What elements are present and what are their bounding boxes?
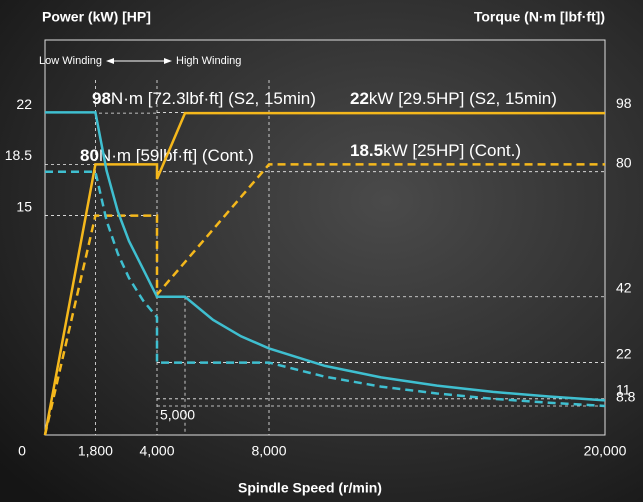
y-axis-title: Power (kW) [HP] (42, 9, 151, 25)
series-line (43, 111, 605, 436)
series-line (43, 163, 605, 436)
plot-frame (44, 39, 606, 436)
x-tick-label: 0 (18, 443, 26, 459)
series-line (45, 111, 606, 402)
winding-high-label: High Winding (176, 55, 241, 67)
y2-tick-label: 98 (616, 95, 632, 111)
marker-label: 5,000 (160, 407, 195, 423)
y2-tick-label: 11 (616, 381, 631, 397)
x-tick-label: 1,800 (78, 443, 113, 459)
x-axis-title: Spindle Speed (r/min) (238, 480, 382, 496)
x-tick-label: 4,000 (139, 443, 174, 459)
x-tick-label: 20,000 (584, 443, 627, 459)
winding-arrow (106, 58, 172, 64)
annotation: 80N·m [59lbf·ft] (Cont.) (80, 146, 254, 165)
y-tick-label: 22 (16, 96, 32, 112)
series-line (45, 170, 606, 408)
y2-tick-label: 22 (616, 345, 632, 361)
y2-tick-label: 42 (616, 279, 632, 295)
x-tick-label: 8,000 (251, 443, 286, 459)
y-tick-label: 15 (16, 198, 32, 214)
y2-tick-label: 80 (616, 154, 632, 170)
winding-low-label: Low Winding (39, 55, 102, 67)
annotation: 22kW [29.5HP] (S2, 15min) (350, 89, 557, 108)
y-tick-label: 18.5 (5, 147, 32, 163)
annotation: 18.5kW [25HP] (Cont.) (350, 141, 521, 160)
annotation: 98N·m [72.3lbf·ft] (S2, 15min) (92, 89, 316, 108)
y2-axis-title: Torque (N·m [lbf·ft]) (474, 9, 605, 25)
y2-tick-label: 8.8 (616, 389, 636, 405)
